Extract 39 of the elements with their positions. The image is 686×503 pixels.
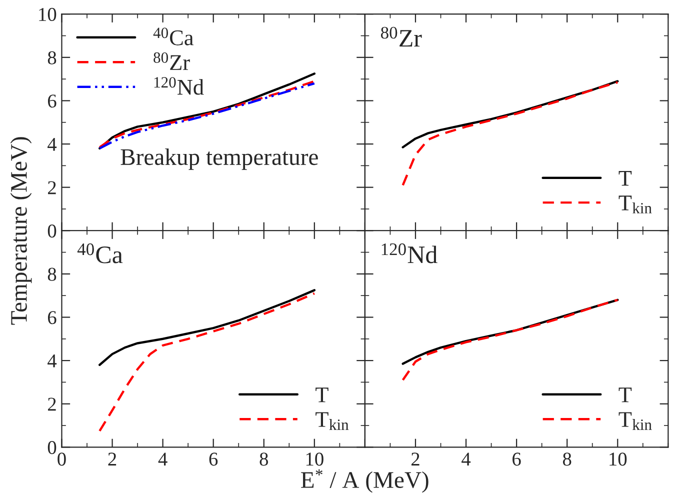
y-tick-label: 8 xyxy=(48,268,56,281)
line-series xyxy=(98,289,316,366)
legend-label: T$_{kin}$ xyxy=(618,196,652,214)
legend-label: T$_{kin}$ xyxy=(618,412,652,430)
annotation: $^{40}$Ca xyxy=(77,243,123,264)
x-tick-label: 0 xyxy=(58,452,66,466)
x-tick-label: 10 xyxy=(610,452,627,466)
y-tick-label: 0 xyxy=(48,440,56,454)
x-axis-title: E$^{*}$ / A (MeV) xyxy=(301,469,428,493)
legend-label: T xyxy=(316,388,328,402)
x-tick-label: 2 xyxy=(108,452,116,466)
x-tick-label: 4 xyxy=(462,452,471,466)
annotation: $^{120}$Nd xyxy=(382,243,438,264)
line-series xyxy=(98,292,316,432)
x-tick-label: 10 xyxy=(306,452,324,466)
x-tick-label: 6 xyxy=(209,452,218,466)
y-tick-label: 10 xyxy=(39,8,56,22)
annotation: Breakup temperature xyxy=(120,148,318,170)
x-tick-label: 8 xyxy=(260,452,268,466)
legend-label: T xyxy=(618,388,632,402)
legend-label: $^{120}$Nd xyxy=(154,77,204,95)
legend-label: T xyxy=(618,171,632,186)
y-tick-label: 0 xyxy=(48,224,56,238)
y-tick-label: 2 xyxy=(48,181,56,194)
y-tick-label: 6 xyxy=(48,94,56,108)
y-tick-label: 4 xyxy=(48,138,57,151)
y-tick-label: 2 xyxy=(48,398,56,411)
legend-label: $^{40}$Ca xyxy=(153,28,194,46)
x-tick-label: 6 xyxy=(512,452,521,466)
y-tick-label: 6 xyxy=(48,311,56,324)
legend-label: $^{80}$Zr xyxy=(154,52,190,70)
x-tick-label: 4 xyxy=(158,452,168,466)
legend-label: T$_{kin}$ xyxy=(316,412,349,430)
y-tick-label: 8 xyxy=(48,51,56,64)
y-tick-label: 4 xyxy=(48,354,57,368)
x-tick-label: 2 xyxy=(411,452,420,466)
y-axis-title: Temperature (MeV) xyxy=(10,137,32,325)
x-tick-label: 8 xyxy=(562,452,572,466)
annotation: $^{80}$Zr xyxy=(380,26,422,47)
